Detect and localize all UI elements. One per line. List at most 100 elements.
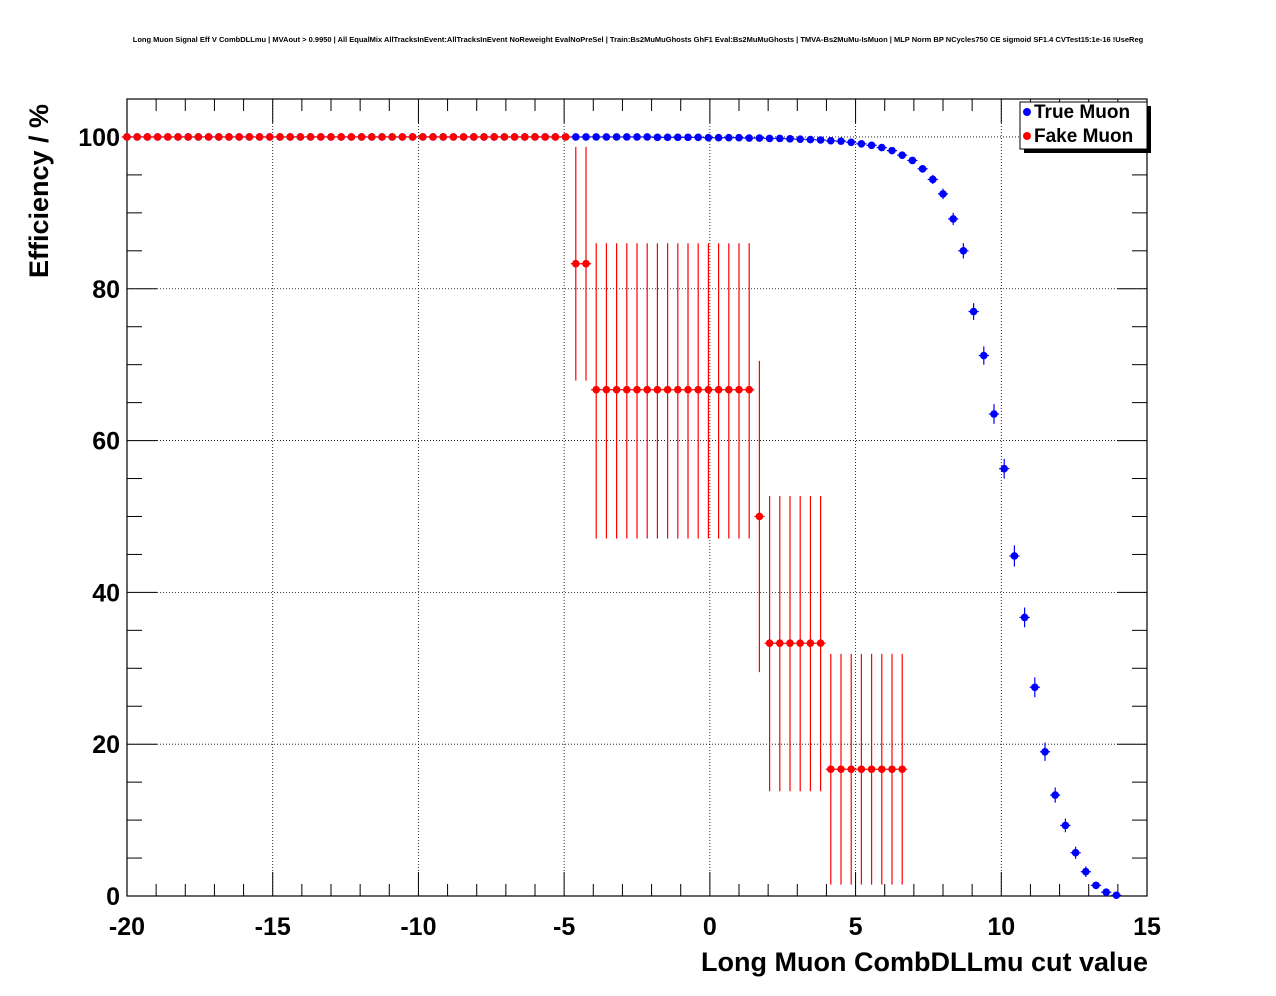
data-point [551,133,560,141]
data-point [755,512,764,521]
data-point [174,133,182,141]
data-point [388,133,397,141]
data-point [694,133,702,142]
data-point [704,133,713,142]
data-point [735,385,743,394]
series-fake-muon [121,133,908,885]
legend-label-true-muon: True Muon [1034,102,1130,123]
data-point [500,133,509,141]
data-point [1102,888,1110,897]
data-point [306,133,315,141]
data-point [786,639,794,648]
y-tick-label: 80 [92,276,120,304]
data-point [1082,867,1090,876]
data-point [480,133,488,141]
data-point [245,133,254,141]
data-point [796,639,804,648]
data-point [449,133,458,141]
data-point [561,133,570,141]
y-tick-label: 100 [78,124,120,152]
data-point [1051,791,1059,799]
data-point [357,133,366,141]
data-point [949,215,957,223]
data-point [969,307,978,316]
data-point [1071,848,1080,857]
data-point [633,385,641,394]
data-point [592,133,600,141]
data-point [531,133,539,141]
data-point [623,133,631,141]
data-point [796,135,804,144]
data-point [725,133,733,142]
data-point [612,133,621,141]
data-point [857,765,866,774]
data-point [847,138,855,147]
data-point [204,133,213,141]
x-tick-label: -5 [553,913,575,941]
data-point [215,133,223,141]
data-point [694,385,702,394]
data-point [1010,552,1019,560]
y-tick-label: 20 [92,731,120,759]
data-point [602,133,611,141]
data-point [1020,613,1029,622]
data-point [867,141,876,150]
data-point [368,133,376,141]
data-point [643,133,651,141]
x-tick-label: 0 [703,913,717,941]
data-point [541,133,549,141]
x-tick-label: 15 [1133,913,1161,941]
data-point [643,385,651,394]
legend-marker-true-muon [1023,108,1031,116]
data-point [929,175,937,184]
legend: True Muon Fake Muon [1019,101,1151,153]
data-point [674,133,682,142]
data-point [582,133,590,141]
data-point [521,133,529,141]
data-point [776,639,784,648]
data-point [337,133,346,141]
legend-box [1019,101,1148,150]
data-point [408,133,417,141]
data-point [123,133,131,141]
data-point [194,133,203,141]
data-point [286,133,295,141]
data-point [878,765,886,774]
y-tick-label: 0 [106,883,120,911]
data-point [1061,821,1070,830]
data-point [888,765,896,774]
data-point [439,133,448,141]
data-point [990,410,998,418]
data-point [674,385,682,394]
data-point [1112,891,1121,900]
data-point [317,133,325,141]
data-point [378,133,386,141]
data-point [510,133,519,141]
x-tick-label: -10 [400,913,436,941]
x-axis-title: Long Muon CombDLLmu cut value [701,947,1148,977]
data-point [806,135,815,144]
data-point [653,385,662,394]
data-point [908,156,917,165]
data-point [582,259,590,268]
data-point [490,133,499,141]
data-point [898,765,906,774]
data-point [714,385,723,394]
data-point [398,133,407,141]
data-point [1092,881,1100,890]
data-point [633,133,641,141]
data-point [327,133,335,141]
data-point [704,385,713,394]
data-point [939,190,947,198]
data-point [470,133,478,141]
data-point [765,639,774,648]
data-point [867,765,876,774]
y-tick-labels: 0 20 40 60 80 100 [78,124,120,911]
data-point [806,639,815,648]
data-point [133,133,141,141]
data-point [602,385,611,394]
data-point [459,133,468,141]
data-point [255,133,264,141]
